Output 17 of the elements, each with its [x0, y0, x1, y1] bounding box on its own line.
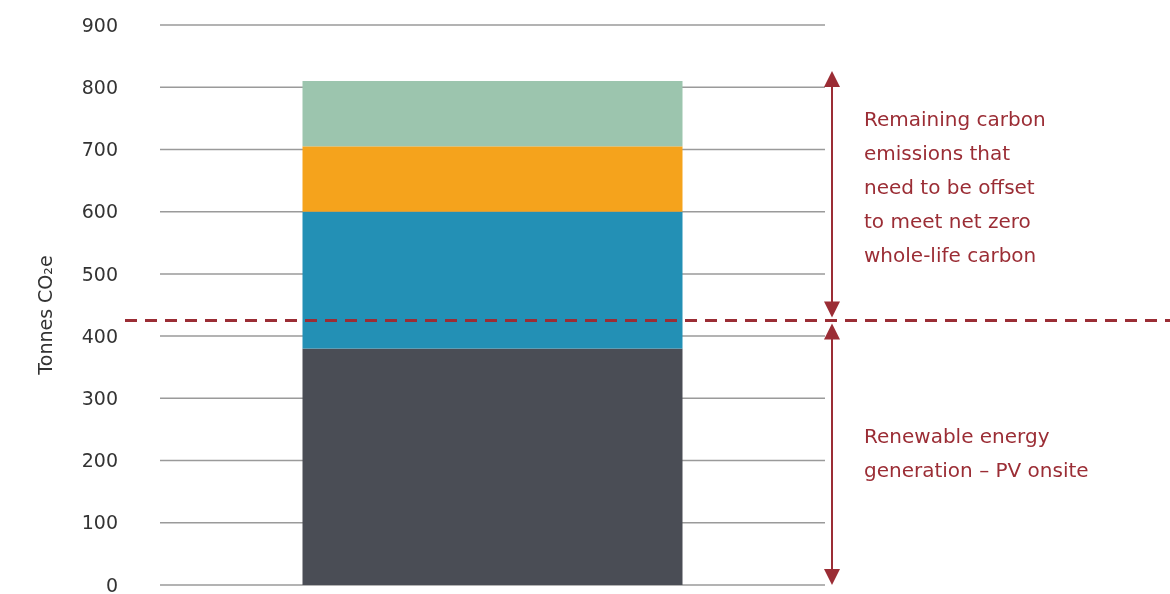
y-tick-label: 0	[105, 573, 118, 594]
bar	[302, 146, 683, 212]
bar	[302, 211, 683, 349]
y-tick-label: 700	[81, 138, 118, 161]
text: Renewable energy generation – PV onsite	[864, 423, 1089, 482]
y-axis-title: Tonnes CO₂e	[34, 255, 56, 376]
y-tick-label: 300	[81, 386, 118, 409]
y-tick-label: 200	[81, 449, 118, 472]
y-tick-label: 400	[81, 324, 118, 347]
y-tick-label: 800	[81, 75, 118, 98]
y-tick-label: 900	[81, 13, 118, 36]
y-tick-label: 100	[81, 511, 118, 534]
bar	[302, 81, 683, 147]
y-tick-label: 500	[81, 262, 118, 285]
y-tick-label: 600	[81, 200, 118, 223]
bar	[302, 348, 683, 585]
text: Remaining carbon emissions that need to be offset to meet net zero whole-life carbon	[864, 106, 1046, 267]
